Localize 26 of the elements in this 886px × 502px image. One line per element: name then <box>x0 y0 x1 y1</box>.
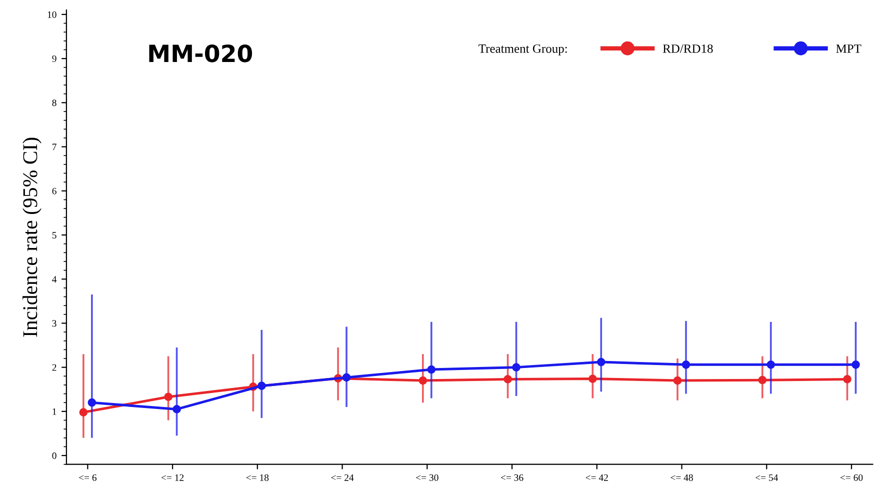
x-tick-label: <= 48 <box>670 474 693 481</box>
y-tick-label: 10 <box>48 11 56 18</box>
y-tick-label: 0 <box>52 452 56 459</box>
y-tick-label: 4 <box>52 276 57 282</box>
text: MM-020 <box>149 44 252 62</box>
y-tick-label: 6 <box>52 188 56 194</box>
y-tick-label: 7 <box>52 144 56 150</box>
y-tick-label: 3 <box>52 320 56 327</box>
y-tick-label: 8 <box>52 100 56 106</box>
x-tick-label: <= 12 <box>161 474 184 481</box>
y-axis-title: Incidence rate (95% CI) <box>22 138 42 337</box>
legend-title: Treatment Group: <box>478 44 567 56</box>
legend-label: RD/RD18 <box>662 44 713 53</box>
x-tick-label: <= 6 <box>79 474 97 481</box>
x-tick-label: <= 30 <box>416 474 438 481</box>
y-tick-label: 1 <box>52 408 56 415</box>
x-tick-label: <= 24 <box>331 474 354 481</box>
y-tick-label: 2 <box>52 364 56 371</box>
x-tick-label: <= 60 <box>840 474 863 481</box>
legend-label: MPT <box>836 44 862 53</box>
x-tick-label: <= 42 <box>586 474 608 481</box>
x-tick-label: <= 54 <box>756 474 778 481</box>
x-tick-label: <= 36 <box>500 474 524 481</box>
x-tick-label: <= 18 <box>246 474 269 481</box>
y-tick-label: 9 <box>52 55 56 62</box>
y-tick-label: 5 <box>52 232 56 238</box>
